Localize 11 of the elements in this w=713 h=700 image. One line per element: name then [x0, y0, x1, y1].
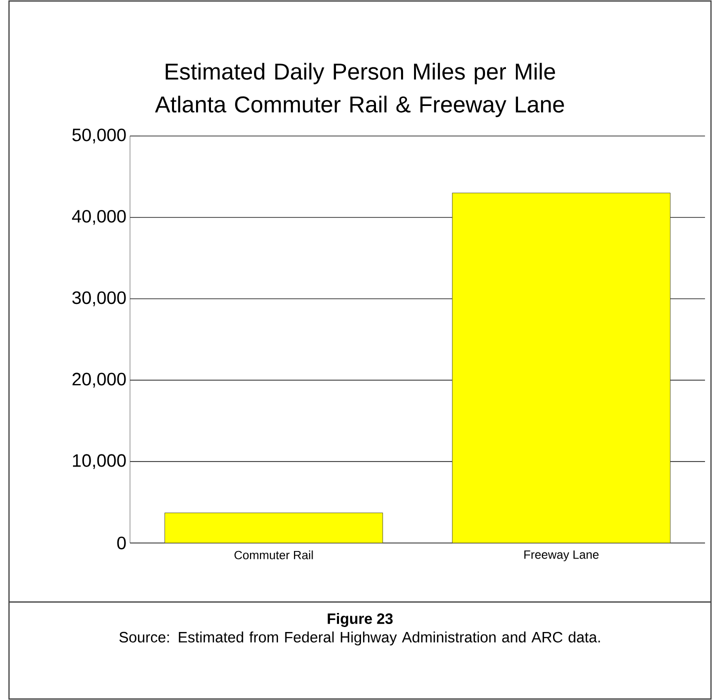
y-tick-label: 40,000 [72, 210, 126, 225]
caption: Figure 23 [328, 612, 393, 627]
chart-title: Estimated Daily Person Miles per Mile Atlanta Commuter Rail & Freeway Lane [155, 62, 564, 118]
y-tick-label: 50,000 [72, 128, 126, 144]
y-tick-label: 10,000 [73, 454, 126, 469]
x-tick-label: Commuter Rail [234, 550, 313, 560]
y-tick-label: 30,000 [72, 291, 126, 306]
y-tick-label: 0 [117, 536, 126, 550]
source-note: Source: Estimated from Federal Highway Administration and ARC data. [119, 632, 600, 646]
x-tick-label: Freeway Lane [524, 550, 599, 562]
y-tick-label: 20,000 [72, 372, 126, 388]
